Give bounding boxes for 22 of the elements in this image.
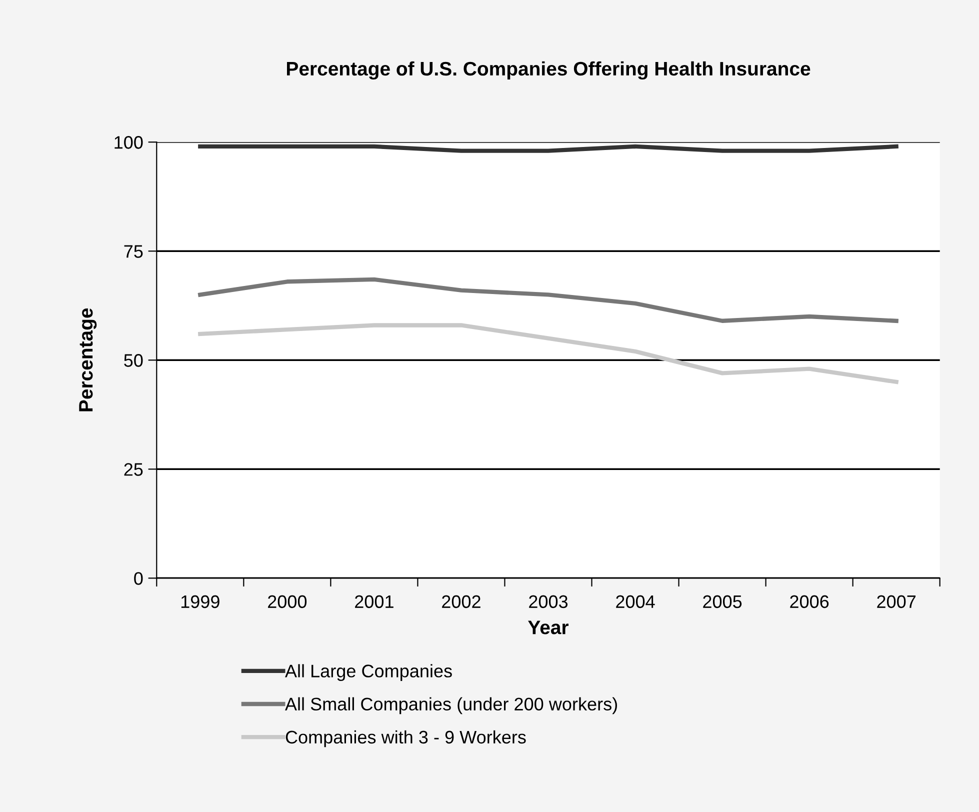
legend-label: All Small Companies (under 200 workers)	[284, 697, 617, 714]
x-tick-label: 2007	[877, 595, 916, 608]
x-tick-label: 2006	[790, 595, 829, 608]
x-tick-label: 2005	[703, 595, 742, 608]
x-tick-label: 2003	[529, 595, 568, 608]
y-axis-title: Percentage	[79, 308, 97, 412]
y-tick-label: 25	[124, 463, 143, 476]
legend-label: All Large Companies	[284, 664, 452, 681]
y-tick-label: 0	[134, 572, 143, 585]
x-tick-label: 2004	[616, 595, 655, 608]
x-axis-title: Year	[528, 620, 568, 634]
x-tick-label: 1999	[181, 595, 220, 608]
legend-label: Companies with 3 - 9 Workers	[286, 730, 526, 748]
y-tick-label: 75	[124, 245, 143, 258]
chart-title: Percentage of U.S. Companies Offering Health Insurance	[286, 61, 810, 80]
line-series	[198, 323, 898, 384]
x-tick-label: 2000	[268, 595, 307, 608]
y-tick-label: 100	[114, 136, 143, 149]
x-tick-label: 2002	[442, 595, 480, 608]
y-tick-label: 50	[124, 354, 143, 367]
x-tick-label: 2001	[355, 595, 394, 608]
line-series	[198, 277, 898, 323]
